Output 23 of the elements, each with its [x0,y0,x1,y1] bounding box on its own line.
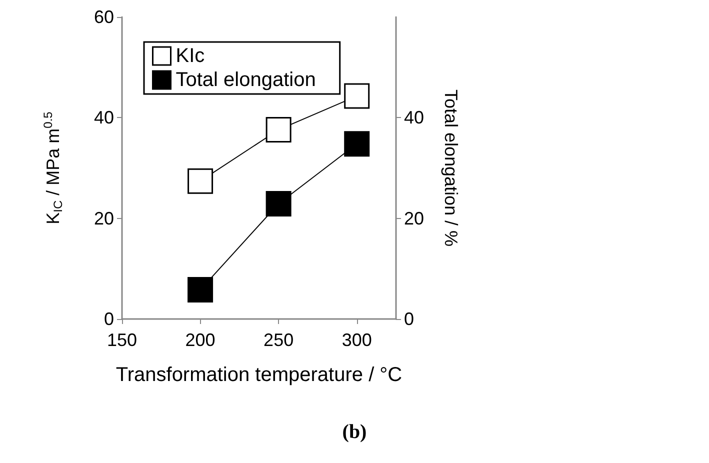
y-tick-label: 60 [94,7,114,27]
point [188,168,214,194]
y2-axis-title: Total elongation / % [441,89,461,247]
x-axis-title: Transformation temperature / °C [116,364,402,386]
y-tick-label: 0 [104,309,114,329]
y2-tick-label: 0 [404,309,414,329]
point [266,190,292,216]
x-tick-label: 250 [264,330,294,350]
x-tick-label: 150 [106,330,138,350]
y2-tick-label: 20 [404,208,424,228]
text: (b) [342,421,367,443]
x-tick-label: 200 [185,330,216,350]
y-tick-label: 40 [94,108,114,128]
y-axis-title: KIC / MPa m0.5 [41,111,65,224]
point [344,83,370,109]
legend-label: KIc [176,45,205,67]
legend-label: Total elongation [176,69,316,91]
point [344,131,370,157]
y2-tick-label: 40 [404,108,424,128]
x-tick-label: 300 [342,330,372,350]
point [188,277,214,303]
point [266,116,292,142]
y-tick-label: 20 [94,208,114,228]
